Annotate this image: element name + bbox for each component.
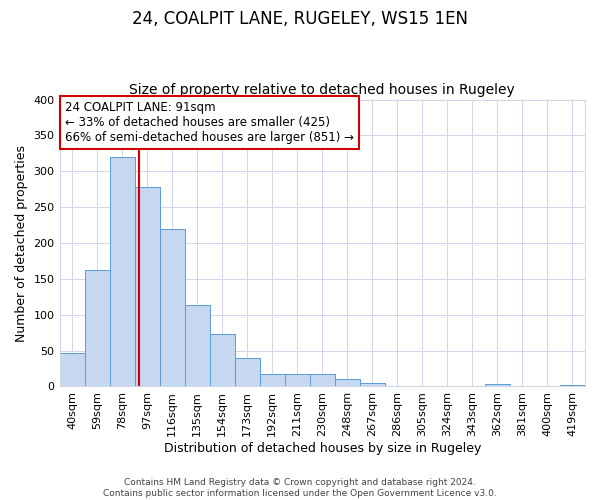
- Text: 24, COALPIT LANE, RUGELEY, WS15 1EN: 24, COALPIT LANE, RUGELEY, WS15 1EN: [132, 10, 468, 28]
- Bar: [260, 374, 285, 386]
- Bar: [485, 384, 510, 386]
- Bar: [185, 304, 209, 386]
- Bar: [160, 228, 185, 386]
- Bar: [285, 374, 310, 386]
- Bar: [360, 383, 385, 386]
- Title: Size of property relative to detached houses in Rugeley: Size of property relative to detached ho…: [130, 83, 515, 97]
- Bar: [335, 380, 360, 386]
- Bar: [110, 157, 134, 386]
- Y-axis label: Number of detached properties: Number of detached properties: [15, 144, 28, 342]
- Bar: [560, 385, 585, 386]
- Bar: [310, 374, 335, 386]
- Bar: [134, 187, 160, 386]
- Text: 24 COALPIT LANE: 91sqm
← 33% of detached houses are smaller (425)
66% of semi-de: 24 COALPIT LANE: 91sqm ← 33% of detached…: [65, 101, 354, 144]
- Bar: [209, 334, 235, 386]
- Bar: [235, 358, 260, 386]
- Bar: [85, 270, 110, 386]
- X-axis label: Distribution of detached houses by size in Rugeley: Distribution of detached houses by size …: [164, 442, 481, 455]
- Text: Contains HM Land Registry data © Crown copyright and database right 2024.
Contai: Contains HM Land Registry data © Crown c…: [103, 478, 497, 498]
- Bar: [59, 352, 85, 386]
